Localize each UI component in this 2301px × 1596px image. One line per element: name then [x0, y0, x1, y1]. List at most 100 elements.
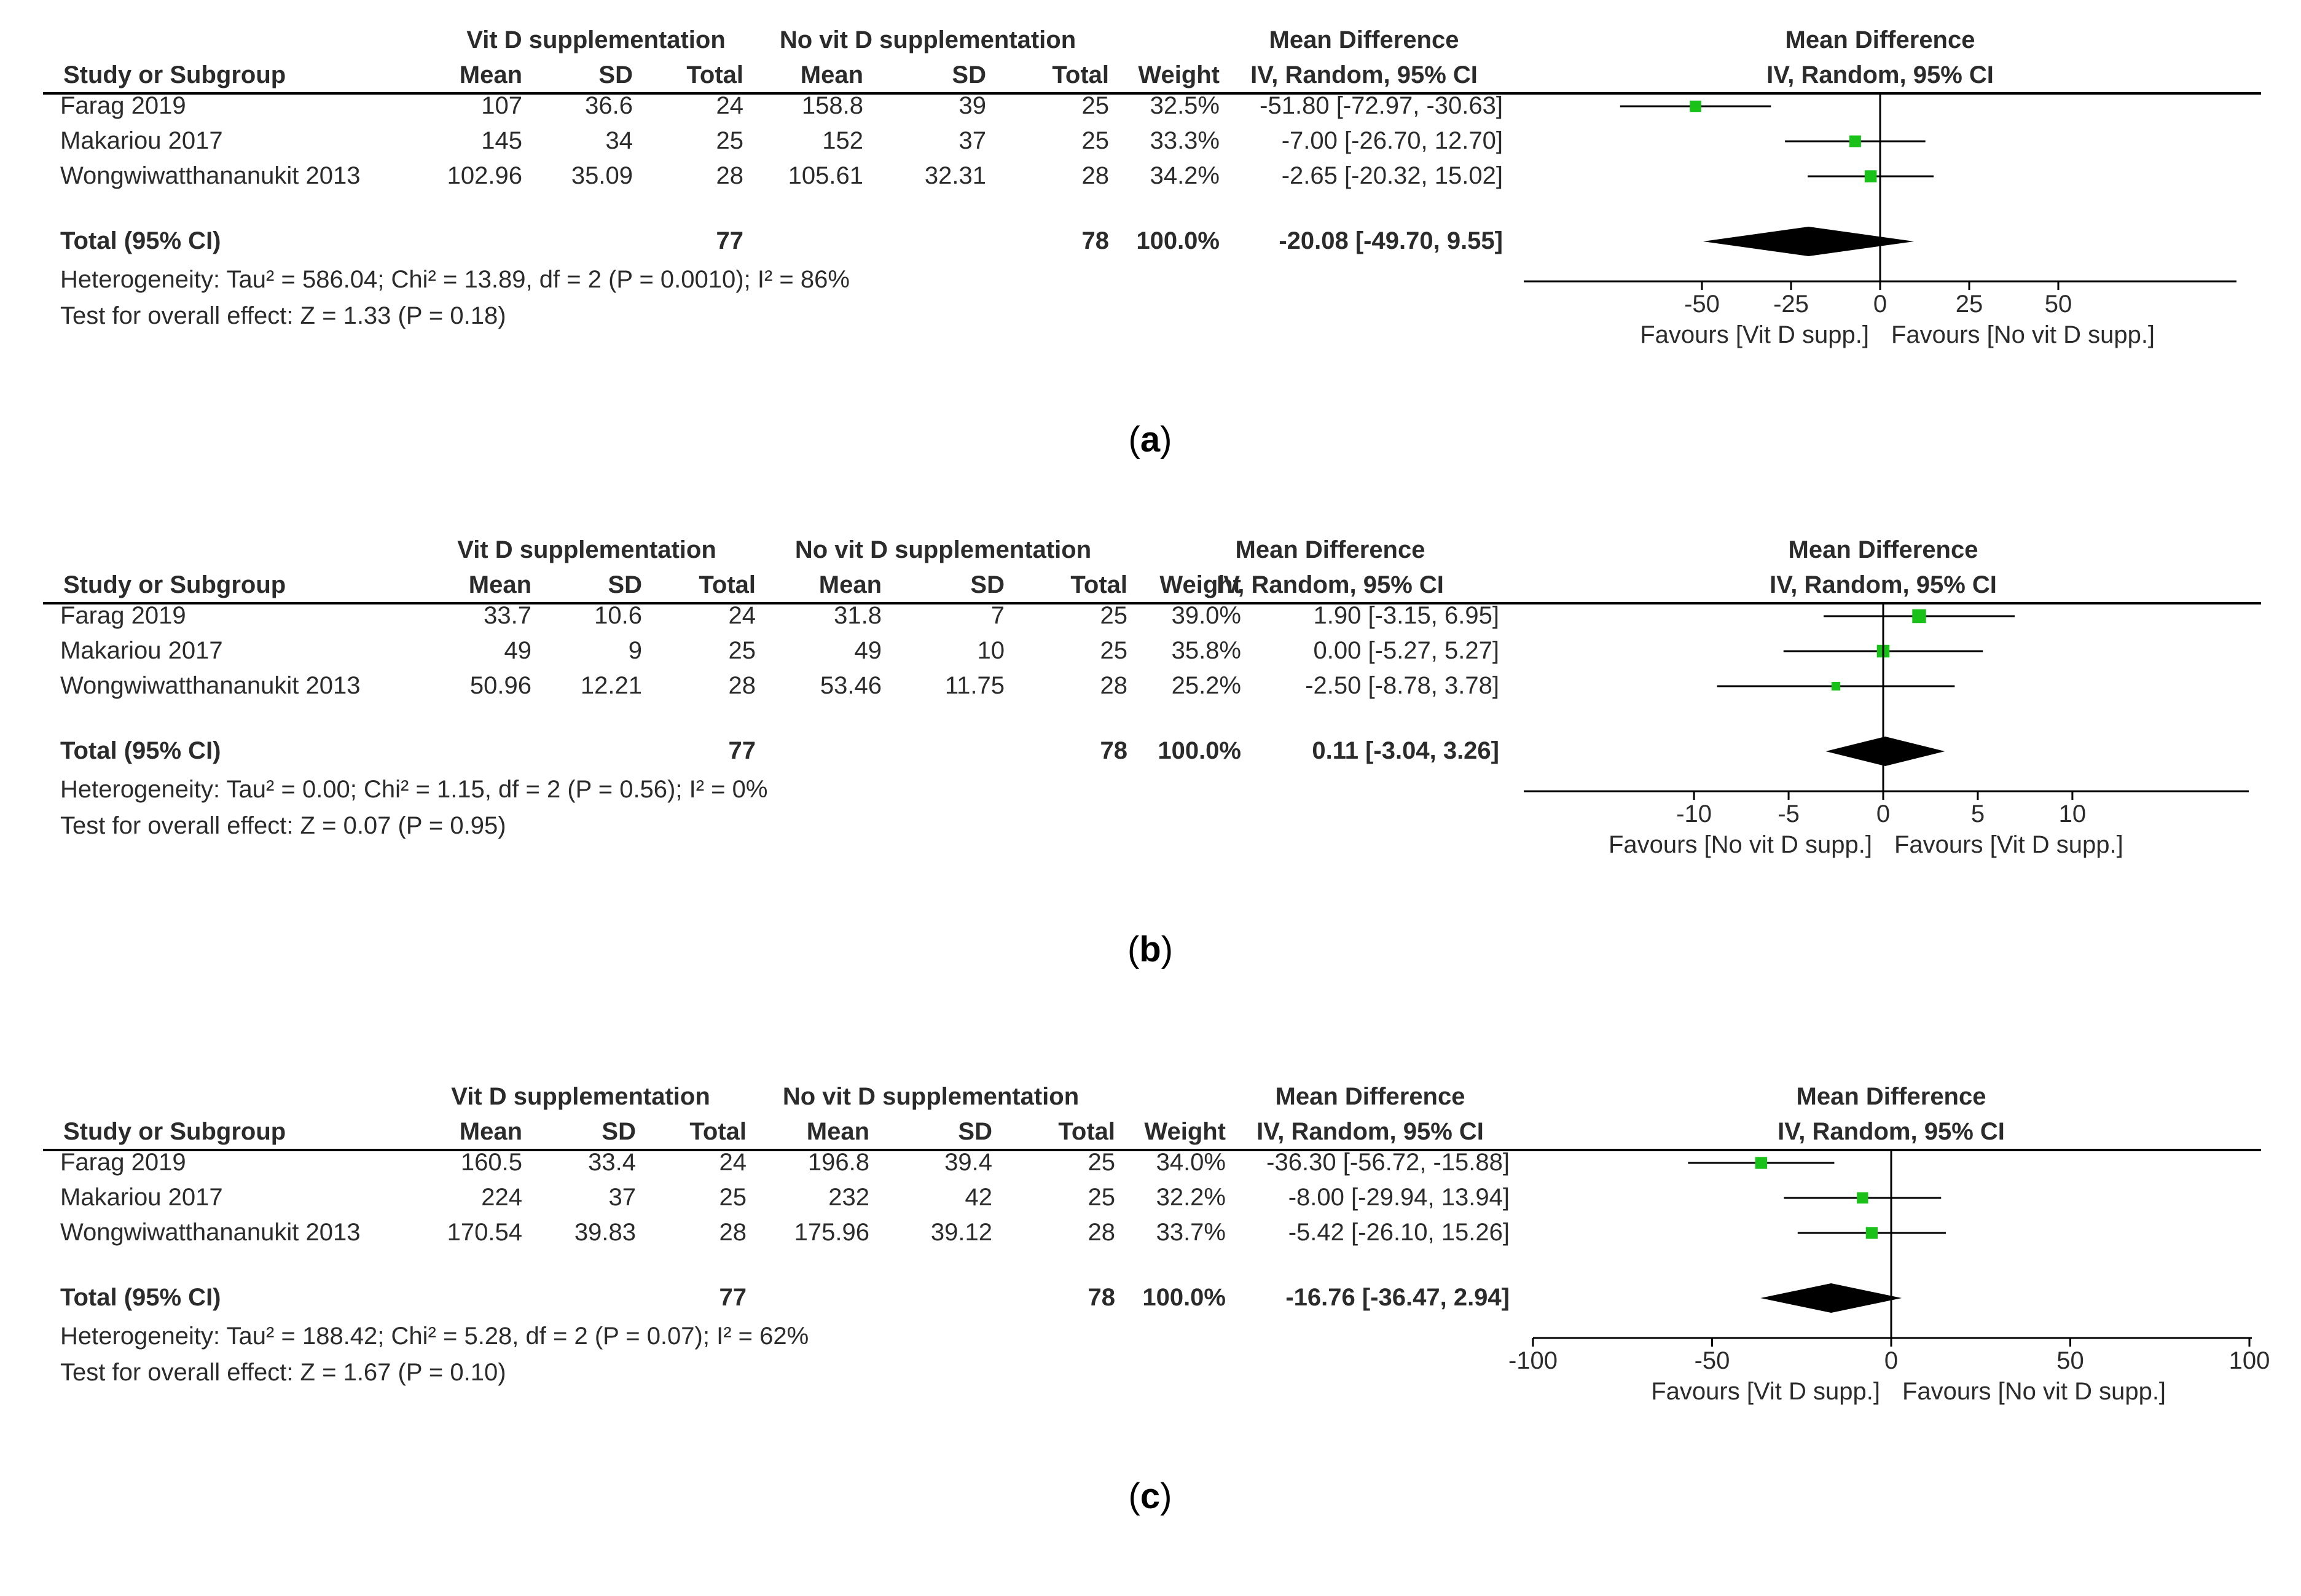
total2-value: 78 [1082, 227, 1110, 254]
pooled-diamond [1760, 1283, 1902, 1313]
mean1-value: 145 [481, 127, 522, 154]
study-row: Wongwiwatthananukit 2013 102.96 35.09 28 105… [60, 162, 1934, 189]
sd1-column-header: SD [608, 571, 642, 598]
total-ci-value: -20.08 [-49.70, 9.55] [1279, 227, 1503, 254]
mean1-value: 33.7 [484, 602, 531, 629]
mean1-column-header: Mean [469, 571, 531, 598]
total1-value: 24 [716, 92, 744, 119]
total-row: Total (95% CI) 77 78 100.0% -20.08 [-49.70, … [60, 227, 1915, 256]
sd1-value: 33.4 [588, 1149, 636, 1176]
total1-value: 24 [729, 602, 756, 629]
forest-panel-a: Vit D supplementation No vit D supplement… [43, 26, 2261, 460]
overall-effect-text: Test for overall effect: Z = 0.07 (P = 0… [60, 812, 506, 839]
favours-right-label: Favours [Vit D supp.] [1894, 831, 2123, 858]
total2-value: 25 [1088, 1184, 1116, 1211]
study-name: Makariou 2017 [60, 1184, 223, 1211]
x-tick-label: -5 [1778, 800, 1800, 827]
study-column-header: Study or Subgroup [63, 571, 286, 598]
total2-value: 28 [1082, 162, 1110, 189]
study-column-header: Study or Subgroup [63, 1118, 286, 1145]
x-tick-label: 0 [1873, 291, 1887, 318]
md-column-header: IV, Random, 95% CI [1217, 571, 1444, 598]
mean1-value: 107 [481, 92, 522, 119]
total1-value: 25 [729, 637, 756, 664]
total-row: Total (95% CI) 77 78 100.0% -16.76 [-36.47, … [60, 1283, 1902, 1313]
mean2-value: 31.8 [834, 602, 882, 629]
total1-value: 24 [719, 1149, 747, 1176]
sd2-value: 39 [959, 92, 987, 119]
study-row: Wongwiwatthananukit 2013 50.96 12.21 28 53.4… [60, 672, 1955, 699]
study-name: Farag 2019 [60, 92, 186, 119]
weight-value: 39.0% [1172, 602, 1241, 629]
panel-caption: (c) [1129, 1476, 1172, 1516]
ci-value: 1.90 [-3.15, 6.95] [1314, 602, 1499, 629]
total1-value: 25 [719, 1184, 747, 1211]
weight-column-header: Weight [1144, 1118, 1226, 1145]
sd1-value: 12.21 [581, 672, 642, 699]
total-ci-value: -16.76 [-36.47, 2.94] [1285, 1284, 1510, 1311]
md-column-header: IV, Random, 95% CI [1256, 1118, 1484, 1145]
total2-value: 25 [1100, 602, 1128, 629]
group1-header: Vit D supplementation [466, 26, 726, 53]
x-tick-label: -100 [1508, 1347, 1558, 1374]
x-tick-label: 25 [1956, 291, 1983, 318]
sd1-column-header: SD [602, 1118, 636, 1145]
mean2-column-header: Mean [807, 1118, 869, 1145]
md-header-title: Mean Difference [1269, 26, 1459, 53]
ci-value: -5.42 [-26.10, 15.26] [1288, 1219, 1510, 1246]
weight-value: 25.2% [1172, 672, 1241, 699]
total-row: Total (95% CI) 77 78 100.0% 0.11 [-3.04, 3.2… [60, 737, 1945, 766]
effect-square [1857, 1192, 1868, 1204]
effect-square [1755, 1157, 1768, 1169]
group2-header: No vit D supplementation [780, 26, 1076, 53]
effect-square [1864, 170, 1877, 182]
pooled-diamond [1825, 737, 1945, 766]
forest-panel-c: Vit D supplementation No vit D supplement… [43, 1083, 2270, 1516]
sd1-value: 9 [629, 637, 642, 664]
total1-value: 77 [719, 1284, 747, 1311]
sd2-value: 42 [965, 1184, 993, 1211]
total2-value: 78 [1088, 1284, 1116, 1311]
x-tick-label: 50 [2045, 291, 2072, 318]
mean2-value: 105.61 [788, 162, 863, 189]
total-label: Total (95% CI) [60, 737, 221, 764]
study-name: Wongwiwatthananukit 2013 [60, 162, 360, 189]
total-weight: 100.0% [1158, 737, 1241, 764]
ci-value: -2.65 [-20.32, 15.02] [1282, 162, 1503, 189]
weight-value: 32.2% [1156, 1184, 1226, 1211]
plot-header-title: Mean Difference [1786, 26, 1975, 53]
mean1-value: 160.5 [461, 1149, 522, 1176]
total1-value: 77 [716, 227, 744, 254]
effect-square [1849, 135, 1861, 147]
total-label: Total (95% CI) [60, 227, 221, 254]
total1-value: 77 [729, 737, 756, 764]
group1-header: Vit D supplementation [451, 1083, 710, 1110]
effect-square [1831, 681, 1841, 691]
mean1-value: 49 [504, 637, 532, 664]
study-row: Wongwiwatthananukit 2013 170.54 39.83 28 175… [60, 1219, 1946, 1246]
total2-value: 28 [1088, 1219, 1116, 1246]
x-tick-label: -50 [1695, 1347, 1730, 1374]
total-label: Total (95% CI) [60, 1284, 221, 1311]
mean2-column-header: Mean [819, 571, 882, 598]
total2-value: 28 [1100, 672, 1128, 699]
effect-square [1865, 1227, 1878, 1239]
sd2-column-header: SD [952, 61, 986, 88]
ci-value: -2.50 [-8.78, 3.78] [1305, 672, 1499, 699]
plot-column-header: IV, Random, 95% CI [1770, 571, 1997, 598]
study-name: Makariou 2017 [60, 127, 223, 154]
plot-column-header: IV, Random, 95% CI [1766, 61, 1994, 88]
sd1-value: 10.6 [594, 602, 642, 629]
total2-value: 25 [1088, 1149, 1116, 1176]
total1-value: 28 [716, 162, 744, 189]
ci-value: 0.00 [-5.27, 5.27] [1314, 637, 1499, 664]
x-tick-label: -25 [1773, 291, 1809, 318]
study-name: Farag 2019 [60, 602, 186, 629]
total2-value: 25 [1082, 127, 1110, 154]
x-tick-label: 50 [2056, 1347, 2084, 1374]
heterogeneity-text: Heterogeneity: Tau² = 188.42; Chi² = 5.2… [60, 1323, 809, 1350]
sd1-value: 34 [606, 127, 633, 154]
weight-value: 34.2% [1150, 162, 1220, 189]
total2-value: 78 [1100, 737, 1128, 764]
